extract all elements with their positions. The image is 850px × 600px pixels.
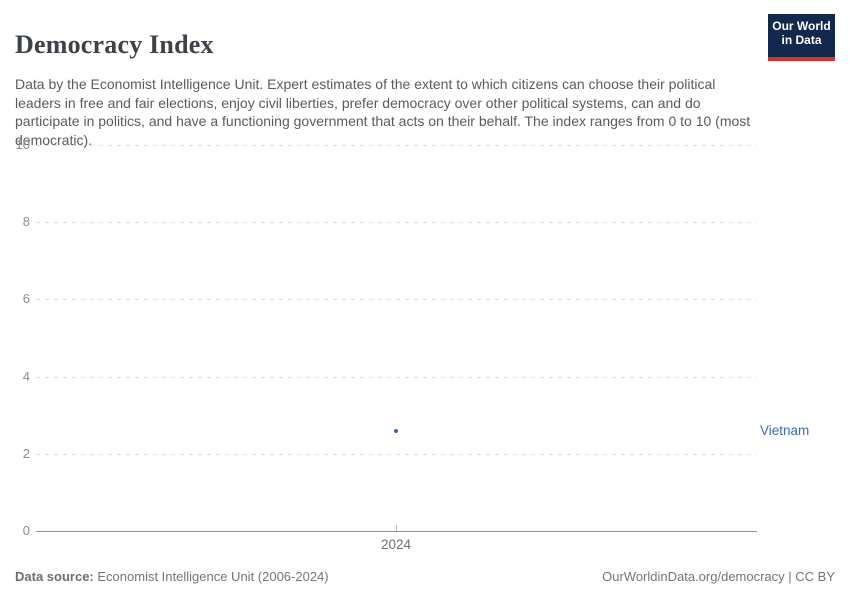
chart-subtitle: Data by the Economist Intelligence Unit.… bbox=[15, 76, 751, 149]
y-tick-label: 6 bbox=[22, 291, 30, 307]
owid-logo-line2: in Data bbox=[781, 33, 822, 47]
data-source-line: Data source: Economist Intelligence Unit… bbox=[15, 569, 329, 584]
data-source-label: Data source: bbox=[15, 569, 94, 584]
chart-title: Democracy Index bbox=[15, 30, 214, 60]
owid-logo[interactable]: Our World in Data bbox=[768, 14, 835, 61]
x-tick-label: 2024 bbox=[380, 537, 412, 552]
y-tick-label: 8 bbox=[22, 214, 30, 230]
y-gridline bbox=[36, 222, 757, 224]
owid-logo-red-bar bbox=[768, 57, 835, 61]
y-gridline bbox=[36, 145, 757, 146]
chart-footer: Data source: Economist Intelligence Unit… bbox=[15, 569, 835, 584]
y-gridline bbox=[36, 453, 757, 455]
y-gridline bbox=[36, 376, 757, 378]
y-gridline bbox=[36, 299, 757, 301]
data-point-vietnam[interactable] bbox=[394, 428, 398, 433]
owid-logo-line1: Our World bbox=[772, 19, 831, 33]
data-source-value[interactable]: Economist Intelligence Unit (2006-2024) bbox=[97, 569, 329, 584]
y-tick-label: 0 bbox=[22, 523, 30, 538]
x-axis-line bbox=[36, 531, 757, 532]
series-label-vietnam[interactable]: Vietnam bbox=[760, 422, 810, 438]
y-tick-label: 2 bbox=[22, 445, 30, 461]
attribution-link[interactable]: OurWorldinData.org/democracy | CC BY bbox=[602, 569, 835, 584]
y-tick-label: 4 bbox=[22, 368, 30, 384]
y-tick-label: 10 bbox=[15, 137, 30, 152]
x-tick-mark bbox=[396, 525, 397, 531]
